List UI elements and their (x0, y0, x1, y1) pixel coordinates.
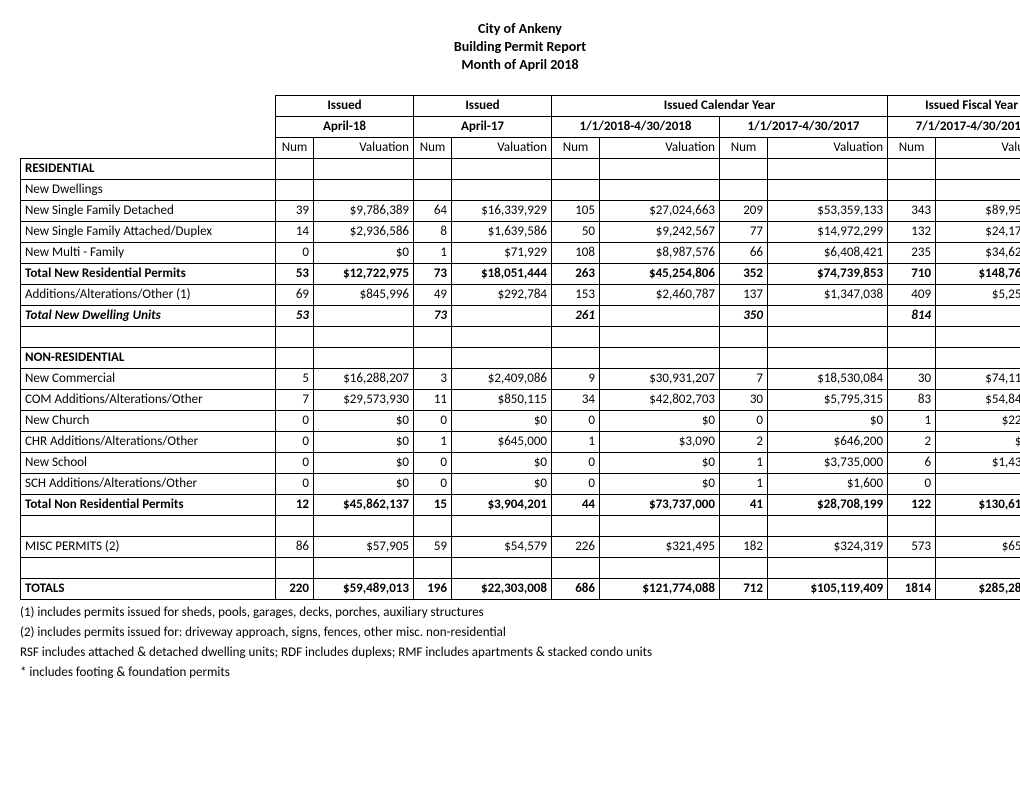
hdr-val-4: Valuation (768, 137, 888, 158)
row-misc: MISC PERMITS (2) 86$57,905 59$54,579 226… (21, 536, 1020, 557)
hdr-period-3: 1/1/2018-4/30/2018 (552, 116, 720, 137)
hdr-issued-1: Issued (276, 95, 414, 116)
row-nmf: New Multi - Family 0$0 1$71,929 108$8,98… (21, 242, 1020, 263)
hdr-issued-cy: Issued Calendar Year (552, 95, 888, 116)
row-totals: TOTALS 220$59,489,013 196$22,303,008 686… (21, 578, 1020, 599)
row-comaa: COM Additions/Alterations/Other 7$29,573… (21, 389, 1020, 410)
row-tnr: Total Non Residential Permits 12$45,862,… (21, 494, 1020, 515)
row-chraa: CHR Additions/Alterations/Other 0$0 1$64… (21, 431, 1020, 452)
hdr-val-3: Valuation (600, 137, 720, 158)
row-nsch: New School 0$0 0$0 0$0 1$3,735,000 6$1,4… (21, 452, 1020, 473)
hdr-val-2: Valuation (452, 137, 552, 158)
hdr-num-5: Num (888, 137, 936, 158)
hdr-period-4: 1/1/2017-4/30/2017 (720, 116, 888, 137)
row-empty-2 (21, 515, 1020, 536)
row-nchr: New Church 0$0 0$0 0$0 0$0 1$220,458 (21, 410, 1020, 431)
section-new-dwellings: New Dwellings (21, 179, 276, 200)
permit-table: Issued Issued Issued Calendar Year Issue… (20, 95, 1020, 600)
footnote-1: (1) includes permits issued for sheds, p… (20, 604, 1020, 622)
section-residential: RESIDENTIAL (21, 158, 276, 179)
row-nsfa: New Single Family Attached/Duplex 14$2,9… (21, 221, 1020, 242)
row-schaa: SCH Additions/Alterations/Other 0$0 0$0 … (21, 473, 1020, 494)
title-line-1: City of Ankeny (20, 20, 1020, 38)
section-non-residential: NON-RESIDENTIAL (21, 347, 276, 368)
row-non-residential: NON-RESIDENTIAL (21, 347, 1020, 368)
title-block: City of Ankeny Building Permit Report Mo… (20, 20, 1020, 75)
footnote-3: RSF includes attached & detached dwellin… (20, 644, 1020, 662)
row-empty-1 (21, 326, 1020, 347)
hdr-issued-2: Issued (414, 95, 552, 116)
hdr-num-3: Num (552, 137, 600, 158)
hdr-val-1: Valuation (314, 137, 414, 158)
row-tnrp: Total New Residential Permits 53$12,722,… (21, 263, 1020, 284)
title-line-3: Month of April 2018 (20, 56, 1020, 74)
header-row-1: Issued Issued Issued Calendar Year Issue… (21, 95, 1020, 116)
header-row-3: Num Valuation Num Valuation Num Valuatio… (21, 137, 1020, 158)
hdr-num-4: Num (720, 137, 768, 158)
row-empty-3 (21, 557, 1020, 578)
hdr-num-1: Num (276, 137, 314, 158)
report-page: City of Ankeny Building Permit Report Mo… (20, 20, 1020, 682)
hdr-issued-fy: Issued Fiscal Year (888, 95, 1020, 116)
footnote-2: (2) includes permits issued for: drivewa… (20, 624, 1020, 642)
footnotes: (1) includes permits issued for sheds, p… (20, 604, 1020, 683)
header-row-2: April-18 April-17 1/1/2018-4/30/2018 1/1… (21, 116, 1020, 137)
title-line-2: Building Permit Report (20, 38, 1020, 56)
hdr-period-2: April-17 (414, 116, 552, 137)
row-residential: RESIDENTIAL (21, 158, 1020, 179)
hdr-period-1: April-18 (276, 116, 414, 137)
row-nsfd: New Single Family Detached 39$9,786,389 … (21, 200, 1020, 221)
hdr-val-5: Valuation (936, 137, 1020, 158)
hdr-period-5: 7/1/2017-4/30/2018 (888, 116, 1020, 137)
row-ncom: New Commercial 5$16,288,207 3$2,409,086 … (21, 368, 1020, 389)
row-tndu: Total New Dwelling Units 53 73 261 350 8… (21, 305, 1020, 326)
hdr-num-2: Num (414, 137, 452, 158)
row-new-dwellings: New Dwellings (21, 179, 1020, 200)
row-aao: Additions/Alterations/Other (1) 69$845,9… (21, 284, 1020, 305)
footnote-4: * includes footing & foundation permits (20, 664, 1020, 682)
